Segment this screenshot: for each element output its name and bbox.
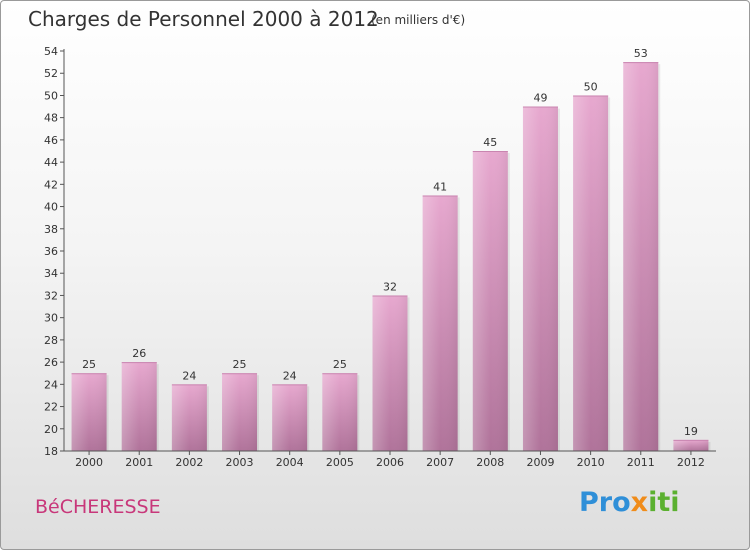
data-label: 26 bbox=[132, 347, 146, 360]
y-tick-label: 24 bbox=[44, 378, 58, 391]
x-tick-label: 2004 bbox=[276, 456, 304, 469]
data-label: 25 bbox=[82, 358, 96, 371]
data-label: 50 bbox=[584, 80, 598, 93]
bar-highlight bbox=[422, 195, 458, 451]
bar-highlight bbox=[71, 373, 107, 451]
data-label: 53 bbox=[634, 47, 648, 60]
y-tick-label: 50 bbox=[44, 89, 58, 102]
bar-highlight bbox=[673, 439, 709, 451]
y-tick-label: 26 bbox=[44, 356, 58, 369]
bar-highlight bbox=[573, 95, 609, 451]
data-label: 41 bbox=[433, 180, 447, 193]
x-tick-label: 2006 bbox=[376, 456, 404, 469]
y-tick-label: 38 bbox=[44, 223, 58, 236]
bar-highlight bbox=[272, 384, 308, 451]
data-label: 24 bbox=[182, 369, 196, 382]
brand-logo[interactable]: Proxiti bbox=[579, 487, 680, 518]
x-tick-label: 2011 bbox=[627, 456, 655, 469]
y-tick-label: 18 bbox=[44, 445, 58, 458]
brand-logo-part: iti bbox=[648, 487, 680, 518]
y-tick-label: 32 bbox=[44, 289, 58, 302]
data-label: 49 bbox=[533, 92, 547, 105]
data-label: 25 bbox=[233, 358, 247, 371]
y-axis: 18 20 22 24 26 28 30 32 34 36 38 40 42 44 46 48 50 52 54 bbox=[44, 45, 65, 458]
y-tick-label: 40 bbox=[44, 201, 58, 214]
data-label: 25 bbox=[333, 358, 347, 371]
y-tick-label: 44 bbox=[44, 156, 58, 169]
bars: 25 26 24 25 24 25 32 41 45 49 50 53 19 bbox=[71, 47, 711, 452]
bar-highlight bbox=[623, 62, 659, 451]
place-name: BéCHERESSE bbox=[35, 496, 161, 518]
y-tick-label: 48 bbox=[44, 112, 58, 125]
brand-logo-part: Pro bbox=[579, 487, 631, 518]
y-tick-label: 20 bbox=[44, 423, 58, 436]
data-label: 19 bbox=[684, 425, 698, 438]
bar-highlight bbox=[121, 362, 157, 451]
x-tick-label: 2001 bbox=[125, 456, 153, 469]
bar-highlight bbox=[171, 384, 207, 451]
x-tick-label: 2009 bbox=[526, 456, 554, 469]
y-tick-label: 22 bbox=[44, 401, 58, 414]
x-tick-label: 2003 bbox=[226, 456, 254, 469]
y-tick-label: 54 bbox=[44, 45, 58, 58]
y-tick-label: 34 bbox=[44, 267, 58, 280]
data-label: 45 bbox=[483, 136, 497, 149]
data-label: 32 bbox=[383, 280, 397, 293]
bar-highlight bbox=[372, 295, 408, 451]
x-tick-label: 2008 bbox=[476, 456, 504, 469]
x-tick-label: 2012 bbox=[677, 456, 705, 469]
y-tick-label: 46 bbox=[44, 134, 58, 147]
chart-title: Charges de Personnel 2000 à 2012 bbox=[28, 7, 379, 31]
data-label: 24 bbox=[283, 369, 297, 382]
x-axis: 2000 2001 2002 2003 2004 2005 2006 2007 2008 2009… bbox=[64, 450, 716, 469]
brand-logo-part: x bbox=[630, 487, 649, 518]
x-tick-label: 2007 bbox=[426, 456, 454, 469]
chart-subtitle: (en milliers d'€) bbox=[371, 13, 466, 27]
x-tick-label: 2000 bbox=[75, 456, 103, 469]
x-tick-label: 2002 bbox=[175, 456, 203, 469]
y-tick-label: 52 bbox=[44, 67, 58, 80]
x-tick-label: 2010 bbox=[577, 456, 605, 469]
y-tick-label: 30 bbox=[44, 312, 58, 325]
bar-highlight bbox=[322, 373, 358, 451]
x-tick-label: 2005 bbox=[326, 456, 354, 469]
bar-highlight bbox=[472, 151, 508, 451]
y-tick-label: 28 bbox=[44, 334, 58, 347]
y-tick-label: 36 bbox=[44, 245, 58, 258]
y-tick-label: 42 bbox=[44, 178, 58, 191]
bar-highlight bbox=[222, 373, 258, 451]
bar-highlight bbox=[522, 106, 558, 452]
